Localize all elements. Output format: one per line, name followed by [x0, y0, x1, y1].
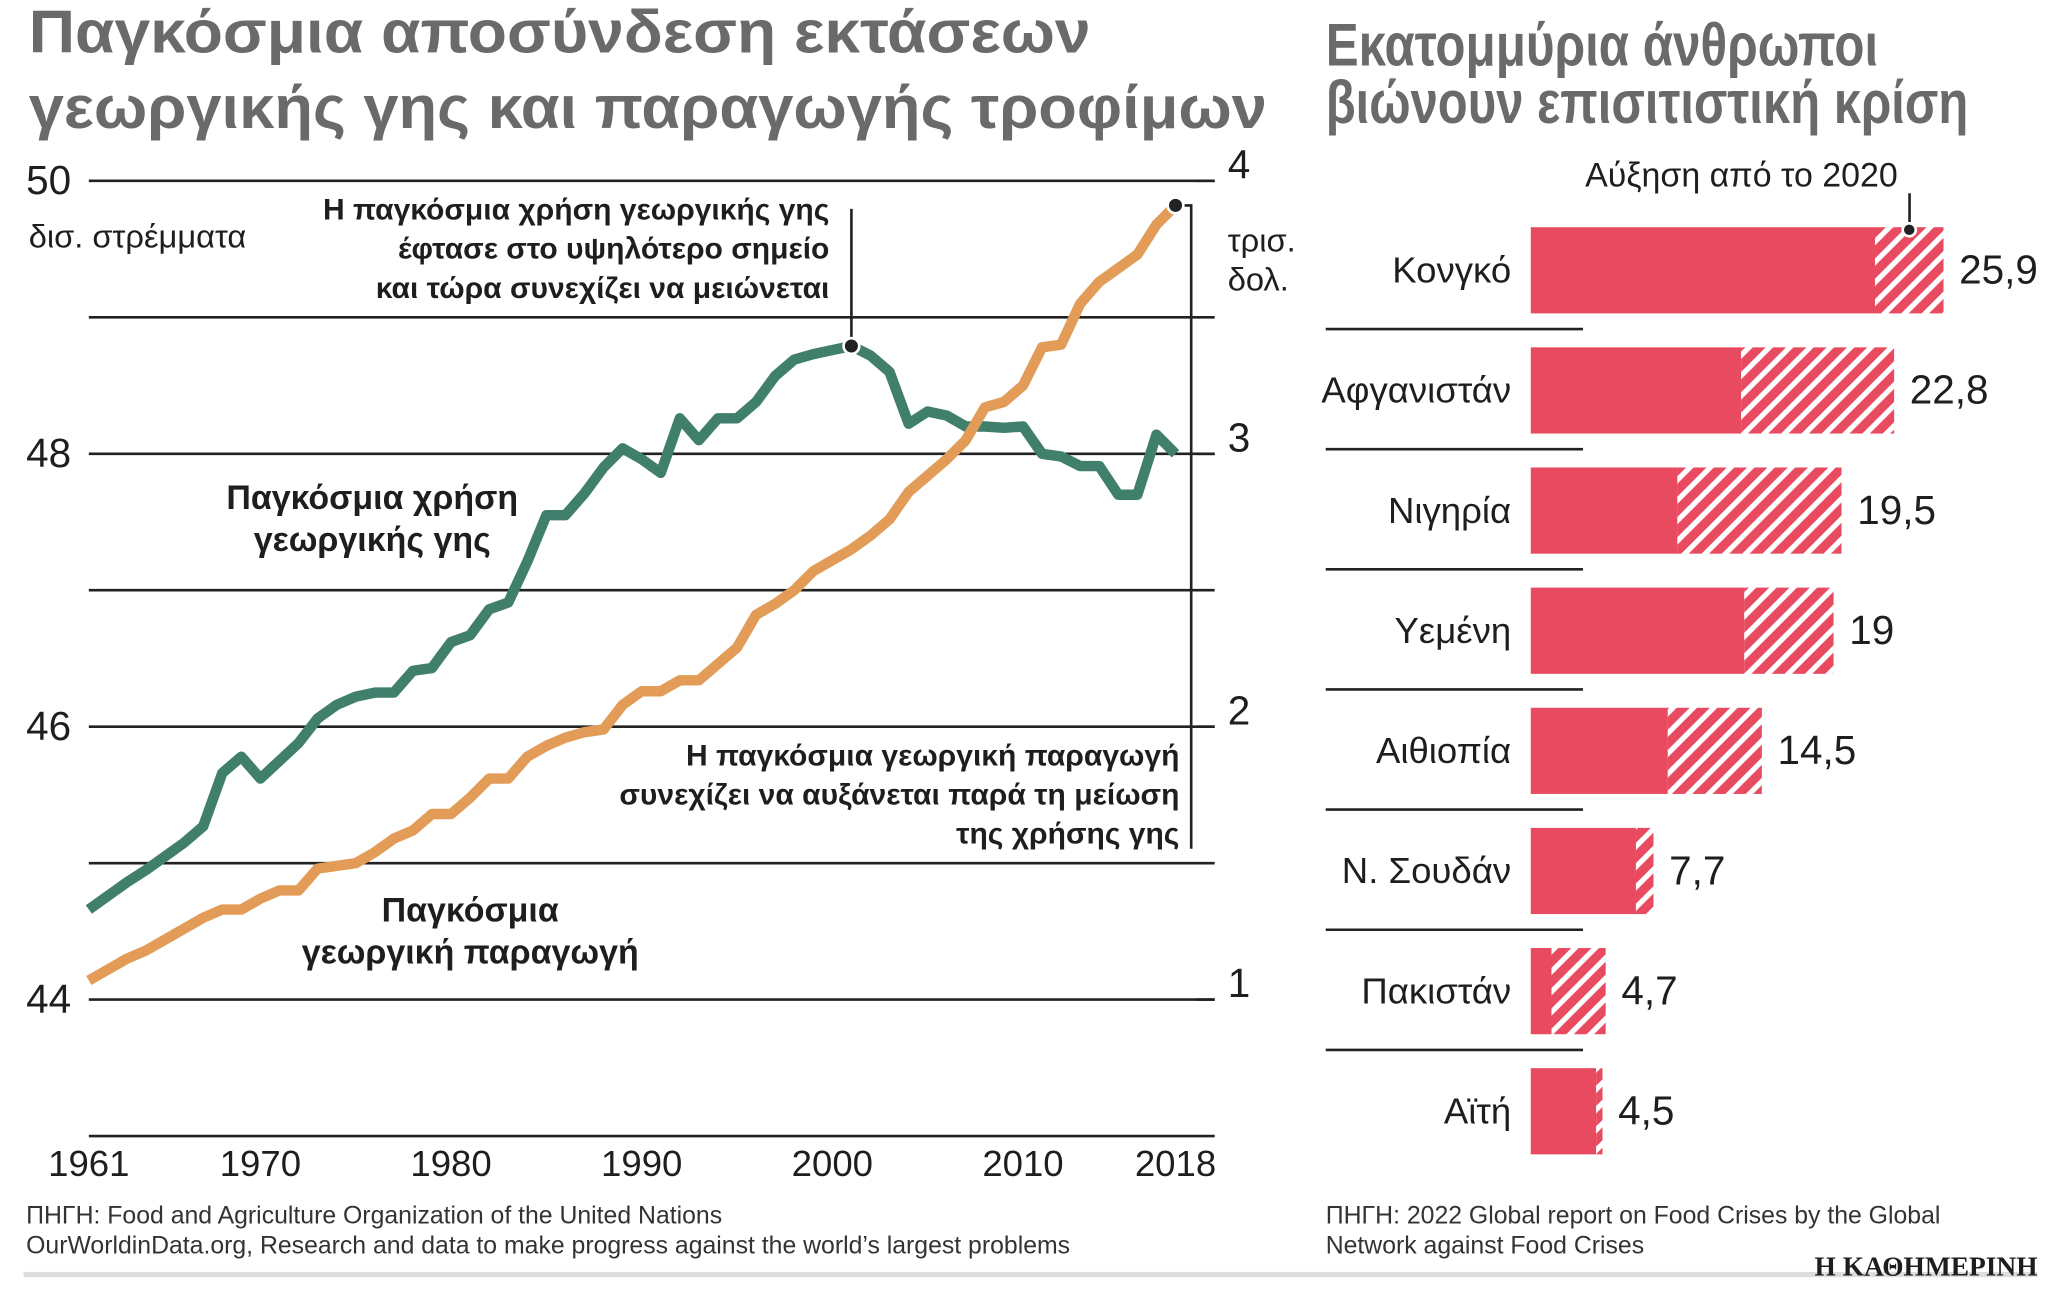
- y2-tick-label: 1: [1228, 960, 1251, 1006]
- bar-segment: [1874, 227, 1944, 314]
- category-label: Αιθιοπία: [1376, 730, 1511, 771]
- y-axis-label: δισ. στρέμματα: [29, 218, 247, 255]
- y2-axis-label: δολ.: [1228, 261, 1289, 298]
- x-tick-label: 2000: [792, 1143, 873, 1184]
- x-tick-label: 2018: [1135, 1143, 1216, 1184]
- annotation-text: συνεχίζει να αυξάνεται παρά τη μείωση: [619, 778, 1179, 811]
- y2-axis-label: τρισ.: [1228, 222, 1296, 259]
- bar-segment: [1635, 827, 1654, 915]
- value-label: 25,9: [1959, 247, 2038, 293]
- bar-segment: [1744, 587, 1834, 674]
- chart-title: Εκατομμύρια άνθρωποι: [1326, 12, 1878, 79]
- y2-tick-label: 3: [1228, 414, 1251, 460]
- bar-segment: [1596, 1068, 1603, 1155]
- category-label: Αϊτή: [1444, 1091, 1511, 1132]
- logo: Η ΚΑΘΗΜΕΡΙΝΗ: [1815, 1252, 2038, 1282]
- annotation-text: Η παγκόσμια χρήση γεωργικής γης: [323, 193, 829, 226]
- series-label: Παγκόσμια: [382, 892, 559, 930]
- y2-tick-label: 2: [1228, 687, 1251, 733]
- chart-title: Παγκόσμια αποσύνδεση εκτάσεων: [29, 0, 1091, 65]
- bar-segment: [1667, 707, 1762, 794]
- value-label: 19,5: [1857, 487, 1936, 533]
- y-tick-label: 48: [26, 430, 71, 476]
- value-label: 4,7: [1621, 967, 1677, 1013]
- bar-segment: [1530, 948, 1552, 1035]
- annotation-text: και τώρα συνεχίζει να μειώνεται: [376, 272, 830, 305]
- chart-title: γεωργικής γης και παραγωγής τροφίμων: [29, 74, 1267, 141]
- category-label: Νιγηρία: [1388, 490, 1511, 531]
- bar-segment: [1530, 1068, 1597, 1155]
- bar-segment: [1530, 347, 1742, 434]
- source: OurWorldinData.org, Research and data to…: [26, 1233, 1070, 1260]
- y2-tick-label: 4: [1228, 141, 1251, 187]
- series-line: [85, 340, 1180, 914]
- series-label: γεωργική παραγωγή: [302, 934, 639, 972]
- annotation-text: έφτασε στο υψηλότερο σημείο: [398, 233, 829, 266]
- bar-segment: [1530, 587, 1745, 674]
- annotation-dot: [842, 336, 861, 356]
- category-label: Αφγανιστάν: [1321, 370, 1511, 411]
- annotation-dot: [1166, 196, 1185, 215]
- category-label: Υεμένη: [1395, 610, 1512, 651]
- category-label: Πακιστάν: [1361, 970, 1511, 1011]
- value-label: 14,5: [1778, 727, 1857, 773]
- legend-dot: [1901, 221, 1918, 238]
- y-tick-label: 50: [26, 157, 71, 203]
- series-line: [86, 201, 1180, 986]
- bar-segment: [1530, 707, 1668, 794]
- bar-segment: [1741, 347, 1895, 434]
- annotation-text: Η παγκόσμια γεωργική παραγωγή: [686, 739, 1179, 772]
- value-label: 19: [1849, 607, 1894, 653]
- bar-segment: [1551, 948, 1606, 1035]
- annotation-text: της χρήσης γης: [956, 818, 1179, 851]
- source: Network against Food Crises: [1326, 1233, 1644, 1260]
- value-label: 4,5: [1618, 1088, 1674, 1134]
- value-label: 22,8: [1910, 367, 1989, 413]
- x-tick-label: 1990: [601, 1143, 682, 1184]
- x-tick-label: 1980: [410, 1143, 491, 1184]
- bar-segment: [1677, 467, 1842, 554]
- category-label: Ν. Σουδάν: [1342, 850, 1511, 891]
- value-label: 7,7: [1669, 847, 1725, 893]
- y-tick-label: 46: [26, 703, 71, 749]
- legend-label: Αύξηση από το 2020: [1585, 157, 1898, 195]
- source: ΠΗΓΗ: 2022 Global report on Food Crises …: [1326, 1203, 1941, 1230]
- y-tick-label: 44: [26, 976, 71, 1022]
- x-tick-label: 1961: [48, 1143, 129, 1184]
- chart-title: βιώνουν επισιτιστική κρίση: [1326, 69, 1969, 136]
- bar-segment: [1530, 827, 1636, 915]
- series-label: Παγκόσμια χρήση: [226, 479, 518, 517]
- bar-segment: [1530, 467, 1678, 554]
- bar-segment: [1530, 227, 1875, 314]
- x-tick-label: 1970: [220, 1143, 301, 1184]
- series-label: γεωργικής γης: [254, 521, 491, 559]
- x-tick-label: 2010: [982, 1143, 1063, 1184]
- source: ΠΗΓΗ: Food and Agriculture Organization …: [26, 1203, 722, 1230]
- category-label: Κονγκό: [1392, 250, 1511, 291]
